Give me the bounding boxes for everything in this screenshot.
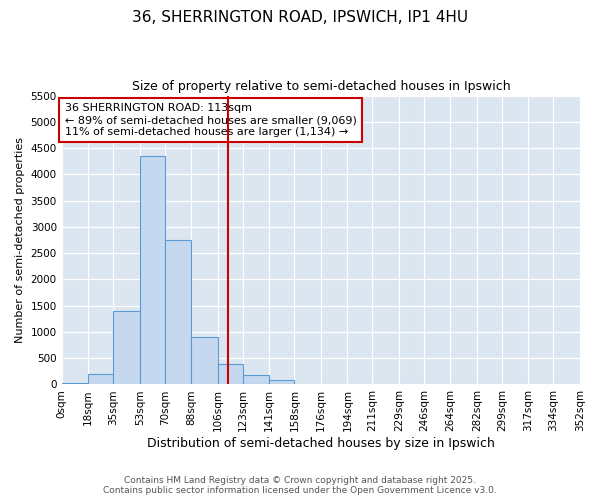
Y-axis label: Number of semi-detached properties: Number of semi-detached properties bbox=[15, 137, 25, 343]
Title: Size of property relative to semi-detached houses in Ipswich: Size of property relative to semi-detach… bbox=[131, 80, 510, 93]
Bar bbox=[165, 240, 191, 384]
X-axis label: Distribution of semi-detached houses by size in Ipswich: Distribution of semi-detached houses by … bbox=[147, 437, 495, 450]
Bar bbox=[269, 380, 295, 384]
Bar bbox=[218, 364, 243, 384]
Text: 36 SHERRINGTON ROAD: 113sqm
← 89% of semi-detached houses are smaller (9,069)
11: 36 SHERRINGTON ROAD: 113sqm ← 89% of sem… bbox=[65, 104, 356, 136]
Text: 36, SHERRINGTON ROAD, IPSWICH, IP1 4HU: 36, SHERRINGTON ROAD, IPSWICH, IP1 4HU bbox=[132, 10, 468, 25]
Bar bbox=[191, 337, 218, 384]
Bar bbox=[62, 383, 88, 384]
Text: Contains HM Land Registry data © Crown copyright and database right 2025.
Contai: Contains HM Land Registry data © Crown c… bbox=[103, 476, 497, 495]
Bar bbox=[243, 376, 269, 384]
Bar bbox=[113, 311, 140, 384]
Bar bbox=[140, 156, 165, 384]
Bar bbox=[88, 374, 113, 384]
